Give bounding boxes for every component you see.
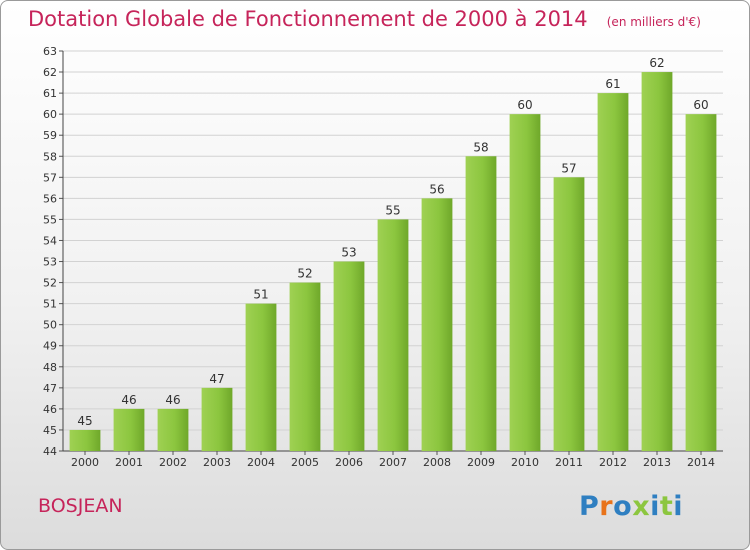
bars: [69, 72, 717, 452]
logo-letter: r: [599, 491, 614, 522]
x-tick-labels: 2000 2001 2002 2003 2004 2005 2006 2007 2008 2009…: [71, 456, 715, 469]
logo-letter: i: [650, 491, 660, 522]
bar-2013: [641, 72, 673, 451]
bar-2002: [157, 408, 189, 451]
x-tick-label-2004: 2004: [247, 456, 275, 469]
chart-unit-note: (en milliers d'€): [606, 15, 701, 29]
y-tick-label: 52: [43, 277, 57, 290]
logo-letter: i: [673, 491, 684, 522]
x-tick-label-2005: 2005: [291, 456, 319, 469]
bar-2011: [553, 177, 585, 451]
value-label-2010: 60: [517, 98, 532, 112]
x-tick-label-2013: 2013: [643, 456, 671, 469]
y-tick-label: 50: [43, 319, 57, 332]
y-tick-label: 47: [43, 382, 57, 395]
bar-2012: [597, 93, 629, 452]
x-tick-label-2012: 2012: [599, 456, 627, 469]
y-tick-label: 61: [43, 87, 57, 100]
bar-2009: [465, 156, 497, 451]
logo-letter: o: [613, 491, 633, 522]
value-label-2001: 46: [121, 393, 136, 407]
y-tick-label: 53: [43, 256, 57, 269]
x-tick-label-2002: 2002: [159, 456, 187, 469]
y-tick-label: 58: [43, 150, 57, 163]
x-tick-label-2007: 2007: [379, 456, 407, 469]
bar-2000: [69, 429, 101, 451]
y-tick-label: 51: [43, 298, 57, 311]
proxiti-logo: Proxiti: [579, 491, 683, 522]
value-label-2008: 56: [429, 182, 444, 196]
bar-2010: [509, 114, 541, 451]
value-label-2000: 45: [77, 414, 92, 428]
x-tick-label-2009: 2009: [467, 456, 495, 469]
value-label-2006: 53: [341, 246, 356, 260]
y-tick-label: 54: [43, 234, 57, 247]
y-tick-label: 55: [43, 213, 57, 226]
y-tick-label: 49: [43, 340, 57, 353]
value-label-2004: 51: [253, 288, 268, 302]
x-tick-label-2011: 2011: [555, 456, 583, 469]
y-tick-labels: 44 45 46 47 48 49 50 51 52 53 54 55 56 57 58 59 60 61 62 63: [43, 45, 57, 458]
y-tick-label: 63: [43, 45, 57, 58]
x-tick-label-2000: 2000: [71, 456, 99, 469]
y-tick-label: 56: [43, 192, 57, 205]
bar-2006: [333, 261, 365, 451]
y-tick-label: 45: [43, 424, 57, 437]
bar-2003: [201, 387, 233, 451]
y-tick-label: 57: [43, 171, 57, 184]
bar-2008: [421, 198, 453, 451]
y-tick-label: 62: [43, 66, 57, 79]
bar-2014: [685, 114, 717, 451]
value-label-2013: 62: [649, 56, 664, 70]
value-label-2009: 58: [473, 140, 488, 154]
y-tick-label: 48: [43, 361, 57, 374]
y-tick-label: 60: [43, 108, 57, 121]
commune-name: BOSJEAN: [38, 495, 123, 517]
logo-letter: x: [632, 491, 651, 522]
logo-letter: t: [659, 491, 674, 522]
y-tick-label: 59: [43, 129, 57, 142]
value-label-2014: 60: [693, 98, 708, 112]
value-labels: 45 46 46 47 51 52 53 55 56 58 60 57 61 62 60: [77, 56, 708, 428]
value-label-2007: 55: [385, 203, 400, 217]
value-label-2005: 52: [297, 267, 312, 281]
chart-title-text: Dotation Globale de Fonctionnement de 20…: [28, 7, 588, 31]
chart-title: Dotation Globale de Fonctionnement de 20…: [28, 7, 701, 31]
bar-2001: [113, 408, 145, 451]
x-tick-label-2003: 2003: [203, 456, 231, 469]
value-label-2002: 46: [165, 393, 180, 407]
bar-2005: [289, 282, 321, 451]
logo-letter: P: [579, 491, 600, 522]
value-label-2003: 47: [209, 372, 224, 386]
x-tick-label-2008: 2008: [423, 456, 451, 469]
x-tick-label-2010: 2010: [511, 456, 539, 469]
y-tick-label: 44: [43, 445, 57, 458]
value-label-2012: 61: [605, 77, 620, 91]
bar-2007: [377, 219, 409, 451]
x-tick-label-2001: 2001: [115, 456, 143, 469]
bar-2004: [245, 303, 277, 451]
y-tick-label: 46: [43, 403, 57, 416]
x-tick-label-2014: 2014: [687, 456, 715, 469]
value-label-2011: 57: [561, 161, 576, 175]
x-tick-label-2006: 2006: [335, 456, 363, 469]
